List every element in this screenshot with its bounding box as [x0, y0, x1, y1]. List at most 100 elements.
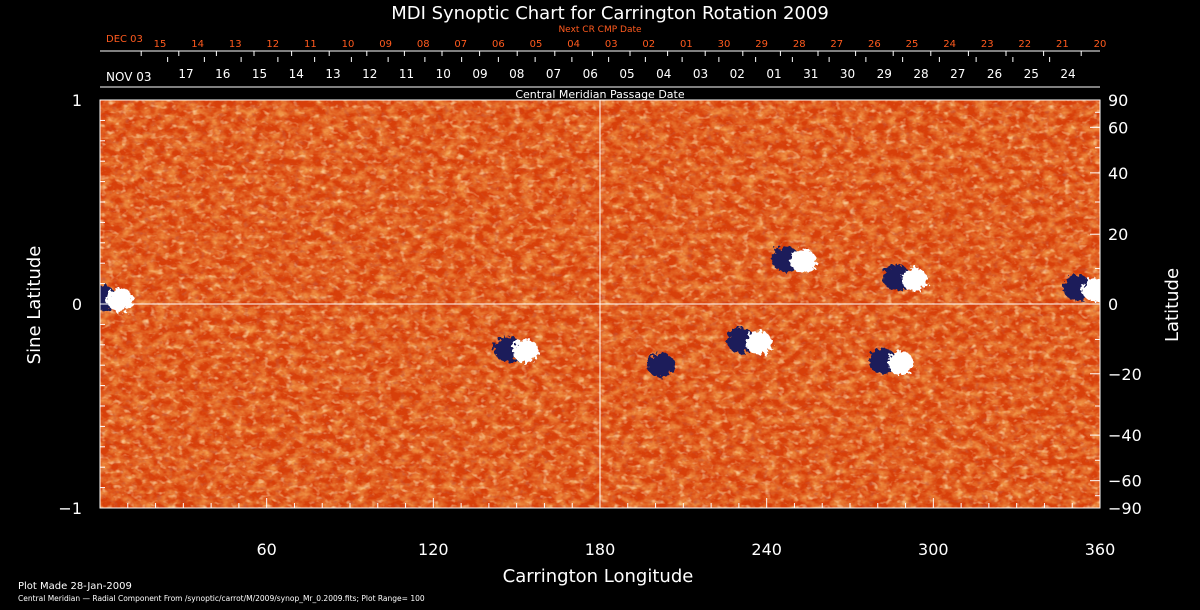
- x-tick-label: 60: [256, 540, 276, 559]
- x-axis-label: Carrington Longitude: [503, 566, 694, 587]
- cmp-date-label: 01: [766, 67, 781, 81]
- x-tick-label: 300: [918, 540, 949, 559]
- y-right-tick-label: 60: [1108, 118, 1128, 137]
- cmp-date-label: 29: [877, 67, 892, 81]
- cmp-date-label: 08: [509, 67, 524, 81]
- x-tick-label: 360: [1085, 540, 1116, 559]
- next-date-label: 04: [567, 39, 580, 50]
- next-date-label: 13: [229, 39, 242, 50]
- cmp-date-label: 12: [362, 67, 377, 81]
- positive-flux-blob: [1082, 277, 1100, 302]
- x-axis-ticks: 60 120 180 240 300 360: [127, 498, 1116, 559]
- next-date-label: 21: [1056, 39, 1069, 50]
- y-right-tick-label: 90: [1108, 91, 1128, 110]
- next-date-label: 23: [981, 39, 994, 50]
- next-date-label: 27: [830, 39, 843, 50]
- y-right-tick-label: −60: [1108, 472, 1142, 491]
- y-axis-right-ticks: 90 60 40 20 0 −20 −40 −60 −90: [1090, 91, 1142, 518]
- y-axis-right-label: Latitude: [1162, 268, 1183, 342]
- next-date-start-label: DEC 03: [106, 34, 143, 45]
- cmp-date-label: 09: [472, 67, 487, 81]
- x-tick-label: 120: [418, 540, 449, 559]
- next-date-label: 02: [642, 39, 655, 50]
- cmp-date-label: 27: [950, 67, 965, 81]
- top-date-axes: DEC 03 15 14 13 12 11 10 09 08 07 06 05 04 03 02 01 30 29…: [100, 34, 1107, 88]
- y-right-tick-label: −40: [1108, 426, 1142, 445]
- next-date-label: 26: [868, 39, 881, 50]
- plot-made-note: Plot Made 28-Jan-2009: [18, 581, 132, 592]
- y-right-tick-label: 0: [1108, 295, 1118, 314]
- active-regions: [100, 246, 1100, 378]
- cmp-date-label: 04: [656, 67, 671, 81]
- active-region: [1063, 274, 1100, 302]
- active-region: [727, 327, 772, 355]
- cmp-date-label: 13: [325, 67, 340, 81]
- y-left-tick-label: 0: [72, 295, 82, 314]
- next-cr-cmp-date-label: Next CR CMP Date: [558, 25, 642, 35]
- cmp-date-label: 24: [1060, 67, 1075, 81]
- active-region: [493, 335, 539, 363]
- cmp-date-label: 15: [252, 67, 267, 81]
- next-date-label: 06: [492, 39, 505, 50]
- next-date-label: 25: [906, 39, 919, 50]
- cmp-date-label: 25: [1024, 67, 1039, 81]
- y-axis-left-ticks: 1 0 −1: [58, 91, 110, 518]
- cmp-date-label: 11: [399, 67, 414, 81]
- positive-flux-blob: [512, 338, 539, 363]
- next-date-label: 15: [154, 39, 167, 50]
- next-date-label: 24: [943, 39, 956, 50]
- active-region: [882, 264, 928, 292]
- next-date-label: 20: [1094, 39, 1107, 50]
- cmp-date-label: 07: [546, 67, 561, 81]
- negative-flux-blob: [647, 353, 676, 378]
- cmp-date-label: 06: [583, 67, 598, 81]
- y-right-tick-label: −20: [1108, 365, 1142, 384]
- next-date-label: 03: [605, 39, 618, 50]
- y-right-tick-label: 20: [1108, 225, 1128, 244]
- central-meridian-passage-date-label: Central Meridian Passage Date: [515, 88, 684, 101]
- next-date-label: 28: [793, 39, 806, 50]
- next-date-label: 08: [417, 39, 430, 50]
- next-date-label: 29: [755, 39, 768, 50]
- next-date-label: 30: [718, 39, 731, 50]
- cmp-date-label: 14: [289, 67, 304, 81]
- next-date-label: 12: [266, 39, 279, 50]
- next-date-label: 09: [379, 39, 392, 50]
- x-tick-label: 240: [751, 540, 782, 559]
- cmp-date-label: 28: [913, 67, 928, 81]
- plot-caption: Central Meridian — Radial Component From…: [18, 594, 425, 603]
- x-tick-label: 180: [585, 540, 616, 559]
- cmp-date-label: 31: [803, 67, 818, 81]
- positive-flux-blob: [746, 330, 772, 355]
- chart-title: MDI Synoptic Chart for Carrington Rotati…: [391, 3, 829, 24]
- positive-flux-blob: [887, 351, 914, 376]
- active-region: [647, 353, 676, 378]
- cmp-date-label: 03: [693, 67, 708, 81]
- next-date-label: 07: [454, 39, 467, 50]
- next-date-label: 10: [342, 39, 355, 50]
- cmp-date-label: 17: [178, 67, 193, 81]
- cmp-date-start-label: NOV 03: [106, 70, 152, 84]
- active-region: [868, 348, 914, 376]
- positive-flux-blob: [901, 267, 928, 292]
- cmp-date-label: 10: [436, 67, 451, 81]
- cmp-date-label: 16: [215, 67, 230, 81]
- positive-flux-blob: [790, 249, 817, 274]
- next-date-label: 22: [1018, 39, 1031, 50]
- y-axis-left-label: Sine Latitude: [24, 246, 45, 365]
- y-right-tick-label: 40: [1108, 164, 1128, 183]
- y-left-tick-label: −1: [58, 499, 82, 518]
- next-date-label: 05: [530, 39, 543, 50]
- active-region: [771, 246, 817, 274]
- next-date-label: 11: [304, 39, 317, 50]
- next-date-label: 01: [680, 39, 693, 50]
- cmp-date-label: 30: [840, 67, 855, 81]
- next-date-label: 14: [191, 39, 204, 50]
- y-left-tick-label: 1: [72, 91, 82, 110]
- crosshair: [100, 100, 1100, 508]
- cmp-date-label: 26: [987, 67, 1002, 81]
- y-right-tick-label: −90: [1108, 499, 1142, 518]
- positive-flux-blob: [107, 287, 134, 312]
- cmp-date-label: 02: [730, 67, 745, 81]
